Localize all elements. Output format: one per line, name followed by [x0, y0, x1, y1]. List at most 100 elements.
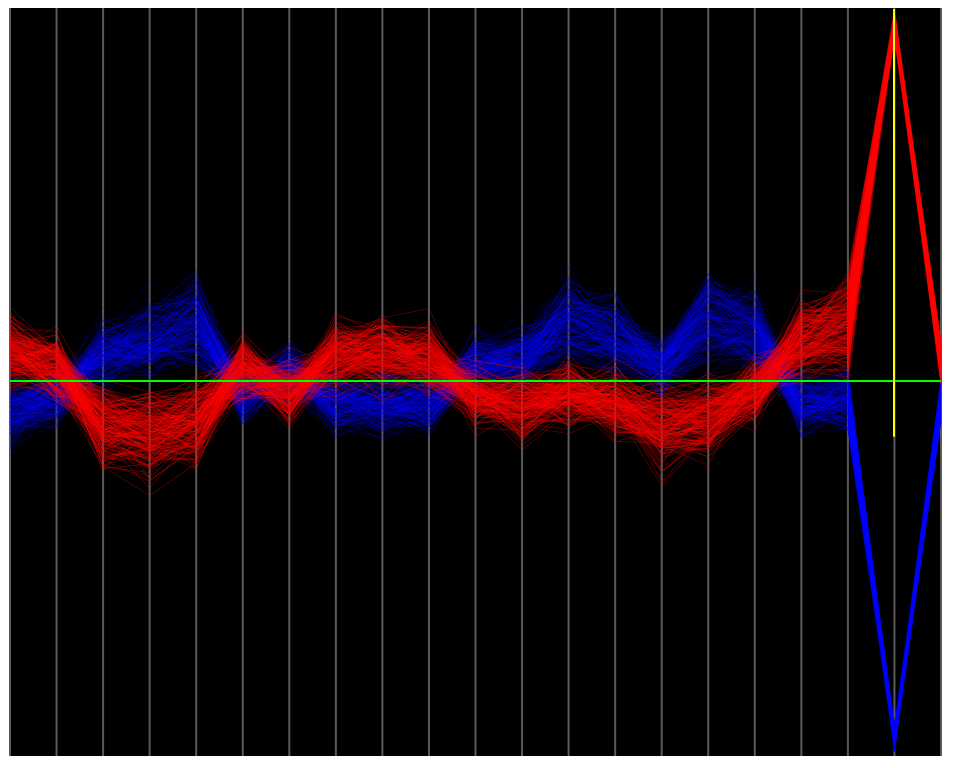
series-red-line-124 [9, 20, 942, 436]
series-red-line-43 [9, 11, 942, 427]
series-red-line-183 [9, 37, 942, 416]
series-red-line-103 [9, 30, 942, 434]
series-red-line-81 [9, 20, 942, 462]
series-red-line-33 [9, 27, 942, 438]
series-blue-line-159 [9, 277, 942, 724]
series-blue-line-70 [9, 273, 942, 747]
series-blue-line-51 [9, 282, 942, 752]
series-red-line-19 [9, 27, 942, 431]
series-blue-line-44 [9, 316, 942, 742]
series-blue-line-115 [9, 289, 942, 750]
series-red-line-56 [9, 24, 942, 434]
series-red-line-44 [9, 35, 942, 460]
series-blue-line-118 [9, 286, 942, 740]
series-blue-line-79 [9, 328, 942, 734]
series-blue-line-152 [9, 318, 942, 733]
series-blue-line-5 [9, 335, 942, 746]
series-red-line-122 [9, 30, 942, 465]
series-blue-line-137 [9, 290, 942, 742]
series-red-line-67 [9, 18, 942, 445]
series-red-line-87 [9, 16, 942, 450]
series-red-line-111 [9, 10, 942, 446]
series-red-line-154 [9, 10, 942, 432]
series-red-line-176 [9, 15, 942, 436]
series-red-line-35 [9, 28, 942, 443]
series-red-line-130 [9, 16, 942, 441]
series-red-line-196 [9, 21, 942, 467]
series-red-line-10 [9, 36, 942, 468]
series-red-line-147 [9, 31, 942, 430]
series-red-line-80 [9, 35, 942, 427]
series-red-line-48 [9, 30, 942, 456]
series-red-line-126 [9, 11, 942, 425]
series-red-line-18 [9, 34, 942, 454]
series-blue-line-37 [9, 328, 942, 738]
series-blue-line-2 [9, 291, 942, 726]
series-red-line-110 [9, 11, 942, 424]
series-red-line-9 [9, 24, 942, 432]
series-red-line-158 [9, 32, 942, 447]
series-red-line-25 [9, 25, 942, 434]
series-red-line-159 [9, 27, 942, 405]
series-blue-line-46 [9, 322, 942, 748]
series-red-line-151 [9, 28, 942, 422]
series-red-line-96 [9, 31, 942, 459]
series-blue-line-50 [9, 296, 942, 726]
series-red-line-197 [9, 17, 942, 467]
series-red-line-55 [9, 29, 942, 449]
series-red-line-135 [9, 18, 942, 441]
series-blue-line-90 [9, 343, 942, 729]
series-blue-line-127 [9, 330, 942, 744]
series-red-line-95 [9, 22, 942, 454]
series-blue-line-27 [9, 315, 942, 750]
series-blue-line-121 [9, 328, 942, 749]
series-red-line-107 [9, 13, 942, 429]
series-red-line-12 [9, 27, 942, 444]
series-red-line-26 [9, 14, 942, 424]
series-red-line-15 [9, 37, 942, 449]
series-blue-line-17 [9, 322, 942, 752]
series-red-line-14 [9, 18, 942, 438]
series-blue-line-31 [9, 313, 942, 739]
series-blue-line-139 [9, 296, 942, 737]
series-red-line-181 [9, 32, 942, 443]
series-blue-line-64 [9, 313, 942, 739]
series-blue-line-3 [9, 290, 942, 733]
series-red-line-77 [9, 26, 942, 443]
series-red-line-167 [9, 35, 942, 447]
series-red-line-69 [9, 30, 942, 433]
series-blue-line-30 [9, 292, 942, 739]
series-blue-layer [9, 266, 942, 753]
series-blue-line-134 [9, 309, 942, 729]
series-red-line-5 [9, 32, 942, 436]
series-red-line-53 [9, 27, 942, 468]
series-blue-line-102 [9, 337, 942, 729]
series-blue-line-147 [9, 288, 942, 751]
series-red-line-150 [9, 30, 942, 424]
series-red-line-139 [9, 25, 942, 430]
series-red-line-173 [9, 34, 942, 462]
series-red-line-138 [9, 17, 942, 435]
series-red-line-168 [9, 16, 942, 466]
series-blue-line-109 [9, 287, 942, 748]
series-red-line-28 [9, 16, 942, 452]
series-blue-line-114 [9, 326, 942, 732]
series-red-line-73 [9, 9, 942, 489]
series-red-line-104 [9, 32, 942, 482]
series-blue-line-34 [9, 278, 942, 753]
series-red-line-172 [9, 20, 942, 447]
series-red-line-59 [9, 26, 942, 444]
series-blue-line-75 [9, 290, 942, 749]
series-red-line-117 [9, 21, 942, 450]
series-blue-line-84 [9, 307, 942, 752]
series-red-line-71 [9, 30, 942, 461]
series-blue-line-9 [9, 312, 942, 737]
series-red-line-89 [9, 13, 942, 458]
series-red-line-187 [9, 35, 942, 438]
series-blue-line-130 [9, 313, 942, 743]
series-blue-line-62 [9, 319, 942, 733]
series-red-line-45 [9, 37, 942, 420]
series-red-line-100 [9, 15, 942, 477]
series-red-line-113 [9, 16, 942, 453]
